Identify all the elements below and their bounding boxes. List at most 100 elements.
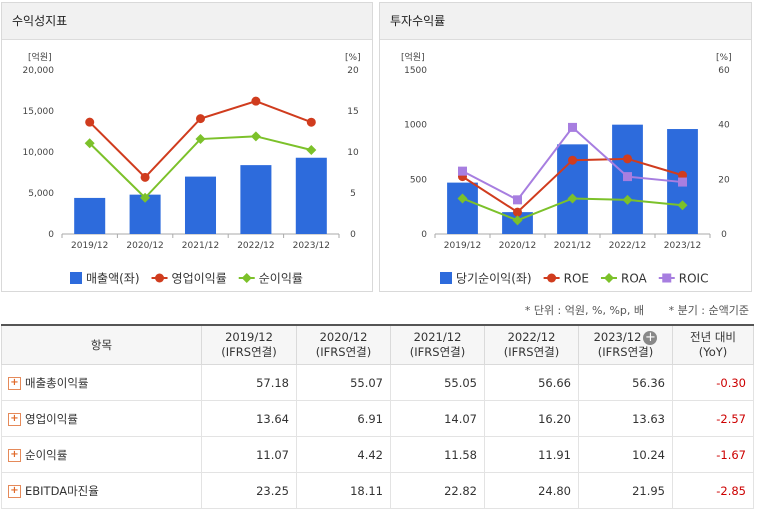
row-label[interactable]: + 영업이익률 — [1, 400, 202, 437]
series-point — [140, 172, 150, 182]
left-tick-label: 15,000 — [23, 107, 55, 117]
category-label: 2022/12 — [237, 241, 274, 251]
table-row: + 매출총이익률 57.18 55.07 55.05 56.66 56.36 -0.30 — [1, 364, 754, 401]
right-axis-unit: [%] — [716, 53, 732, 63]
series-point — [306, 145, 317, 156]
financial-ratio-table: 항목 2019/12 (IFRS연결) 2020/12 (IFRS연결) 2021/… — [1, 324, 754, 509]
series-point — [251, 96, 261, 106]
left-tick-label: 1500 — [404, 66, 427, 76]
bar — [184, 176, 217, 234]
yoy-title: 전년 대비 — [690, 330, 736, 344]
series-point — [196, 114, 205, 124]
row-label[interactable]: + 순이익률 — [1, 436, 202, 473]
row-name: EBITDA마진율 — [25, 483, 99, 498]
right-tick-label: 0 — [350, 230, 356, 240]
yoy-sub: (YoY) — [698, 345, 728, 359]
expand-icon[interactable]: + — [8, 412, 21, 426]
bar — [74, 197, 106, 234]
column-basis: (IFRS연결) — [221, 345, 277, 359]
panel-title: 수익성지표 — [2, 3, 372, 40]
column-header: 2023/12 + (IFRS연결) — [578, 324, 673, 365]
column-period: 2020/12 — [319, 330, 368, 344]
table-cell: 56.66 — [484, 364, 579, 401]
series-point — [140, 192, 151, 203]
table-cell: 11.07 — [201, 436, 297, 473]
right-tick-label: 20 — [718, 175, 730, 185]
category-label: 2019/12 — [71, 241, 108, 251]
legend-swatch-marker — [155, 273, 165, 283]
left-tick-label: 10,000 — [23, 148, 55, 158]
expand-icon[interactable]: + — [8, 448, 21, 462]
item-header: 항목 — [1, 324, 202, 365]
legend-label: ROE — [564, 272, 589, 286]
column-period: 2023/12 — [593, 330, 642, 344]
left-tick-label: 500 — [410, 175, 427, 185]
bar — [295, 157, 327, 234]
column-period: 2022/12 — [507, 330, 556, 344]
legend-label: 영업이익률 — [172, 272, 227, 286]
profitability-chart: [억원] [%]05,00010,00015,00020,000051015202… — [23, 51, 361, 286]
period-note: * 분기 : 순액기준 — [668, 304, 749, 317]
unit-note: * 단위 : 억원, %, %p, 배 — [524, 304, 644, 317]
column-basis: (IFRS연결) — [503, 345, 560, 359]
series-point — [85, 117, 95, 127]
legend-swatch-marker — [603, 273, 614, 283]
bar — [240, 165, 272, 234]
legend-label: 당기순이익(좌) — [456, 272, 532, 286]
series-point — [457, 193, 468, 204]
bar — [447, 182, 478, 234]
left-tick-label: 5,000 — [28, 189, 54, 199]
table-cell: 55.05 — [390, 364, 485, 401]
column-header: 2022/12 (IFRS연결) — [484, 324, 579, 365]
series-point — [567, 193, 578, 204]
row-label[interactable]: + 매출총이익률 — [1, 364, 202, 401]
right-tick-label: 15 — [347, 107, 358, 117]
table-cell: 56.36 — [578, 364, 673, 401]
yoy-cell: -1.67 — [672, 436, 754, 473]
left-axis-unit: [억원] — [28, 51, 52, 63]
left-tick-label: 0 — [421, 230, 427, 240]
table-row: + 순이익률 11.07 4.42 11.58 11.91 10.24 -1.67 — [1, 436, 754, 473]
table-cell: 13.63 — [578, 400, 673, 437]
table-cell: 16.20 — [484, 400, 579, 437]
left-tick-label: 20,000 — [23, 66, 55, 76]
table-cell: 18.11 — [296, 472, 391, 509]
table-cell: 55.07 — [296, 364, 391, 401]
expand-icon[interactable]: + — [8, 376, 21, 390]
series-point — [678, 177, 687, 187]
table-cell: 23.25 — [201, 472, 297, 509]
left-tick-label: 1000 — [404, 121, 427, 131]
legend-label: ROA — [621, 272, 648, 286]
panel-title: 투자수익률 — [380, 3, 751, 40]
profitability-panel: 수익성지표 [억원] [%] 0 5,000 10,000 15,000 20,000 0 5 1… — [1, 2, 373, 292]
legend-swatch-marker — [241, 273, 252, 283]
right-tick-label: 10 — [347, 148, 359, 158]
series-point — [513, 195, 522, 205]
legend-swatch-marker — [547, 273, 557, 283]
series-point — [568, 155, 577, 165]
series-point — [677, 200, 688, 211]
plus-icon[interactable]: + — [643, 329, 658, 345]
table-cell: 13.64 — [201, 400, 297, 437]
table-cell: 22.82 — [390, 472, 485, 509]
category-label: 2019/12 — [444, 241, 481, 251]
row-name: 매출총이익률 — [25, 375, 89, 390]
right-tick-label: 20 — [347, 66, 359, 76]
series-point — [306, 117, 316, 127]
right-tick-label: 40 — [718, 121, 730, 131]
column-header: 2019/12 (IFRS연결) — [201, 324, 297, 365]
left-axis-unit: [억원] — [401, 51, 425, 63]
investment-return-panel: 투자수익률 [억원] [%] 0 500 1000 1500 0 20 40 60 2019/12 2… — [379, 2, 752, 292]
series-point — [250, 131, 261, 142]
series-point — [195, 134, 206, 145]
category-label: 2021/12 — [554, 241, 591, 251]
legend-swatch-marker — [662, 273, 672, 283]
yoy-cell: -2.57 — [672, 400, 754, 437]
table-cell: 57.18 — [201, 364, 297, 401]
category-label: 2020/12 — [126, 241, 163, 251]
column-basis: (IFRS연결) — [597, 345, 654, 359]
column-header: 2020/12 (IFRS연결) — [296, 324, 391, 365]
table-row: + EBITDA마진율 23.25 18.11 22.82 24.80 21.95 -2.85 — [1, 472, 754, 509]
row-label[interactable]: + EBITDA마진율 — [1, 472, 202, 509]
expand-icon[interactable]: + — [8, 484, 21, 498]
